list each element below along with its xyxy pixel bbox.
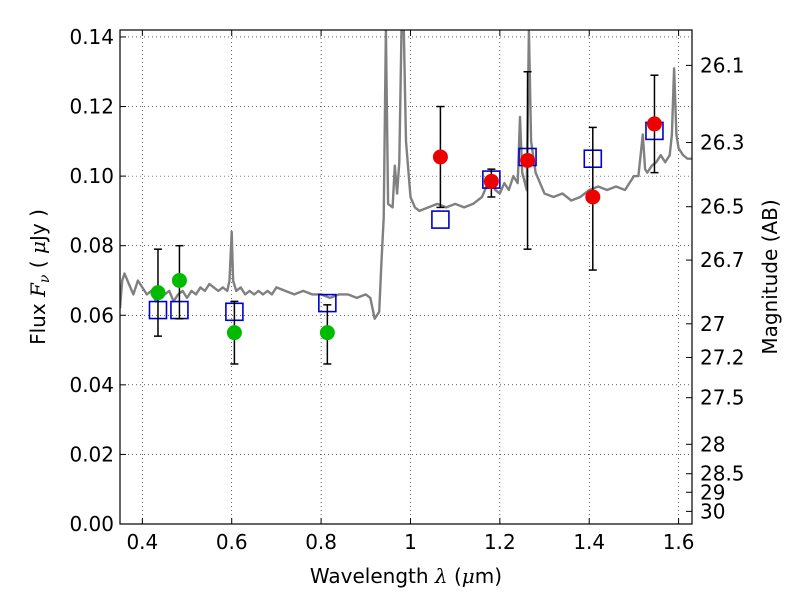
y2-tick-label: 29	[700, 480, 725, 504]
plot-area	[120, 30, 692, 365]
red-data-point	[646, 116, 662, 132]
y2-tick-label: 26.5	[700, 195, 745, 219]
plot-frame	[119, 29, 693, 525]
y2-tick-label: 27.2	[700, 345, 745, 369]
y2-tick-label: 26.1	[700, 53, 745, 77]
y2-tick-label: 26.3	[700, 131, 745, 155]
axis-ticks: 0.4 0.6 0.8 1 1.2 1.4 1.6 0.00 0.02 0.04 0.06 0.08 0…	[69, 25, 744, 554]
red-data-point	[520, 152, 536, 168]
y2-tick-label: 28.5	[700, 462, 745, 486]
x-tick-label: 1	[404, 530, 417, 554]
x-tick-label: 1.4	[573, 530, 605, 554]
y2-tick-label: 30	[700, 499, 725, 523]
x-tick-label: 0.8	[305, 530, 337, 554]
x-tick-label: 1.6	[663, 530, 695, 554]
y-axis-label: Flux Fν ( μJy )	[26, 209, 53, 345]
y2-tick-label: 26.7	[700, 248, 745, 272]
green-data-point	[319, 325, 335, 341]
green-data-point	[226, 325, 242, 341]
red-data-point	[432, 149, 448, 165]
green-data-point	[171, 272, 187, 288]
spectrum-line	[120, 30, 692, 320]
y-tick-label: 0.04	[69, 373, 114, 397]
y2-tick-label: 27.5	[700, 386, 745, 410]
red-data-point	[585, 189, 601, 205]
x-tick-label: 0.6	[216, 530, 248, 554]
y-tick-label: 0.06	[69, 303, 114, 327]
y-tick-label: 0.02	[69, 442, 114, 466]
y-tick-label: 0.14	[69, 25, 114, 49]
x-tick-label: 1.2	[484, 530, 516, 554]
y-tick-label: 0.08	[69, 234, 114, 258]
y2-tick-label: 27	[700, 312, 725, 336]
green-data-point	[150, 285, 166, 301]
x-axis-label: Wavelength λ (μm)	[310, 564, 502, 588]
x-tick-label: 0.4	[126, 530, 158, 554]
y2-tick-label: 28	[700, 432, 725, 456]
model-square	[431, 210, 450, 229]
y-tick-label: 0.00	[69, 512, 114, 536]
red-data-point	[483, 173, 499, 189]
y-tick-label: 0.12	[69, 95, 114, 119]
y-tick-label: 0.10	[69, 164, 114, 188]
y2-axis-label: Magnitude (AB)	[758, 199, 782, 354]
